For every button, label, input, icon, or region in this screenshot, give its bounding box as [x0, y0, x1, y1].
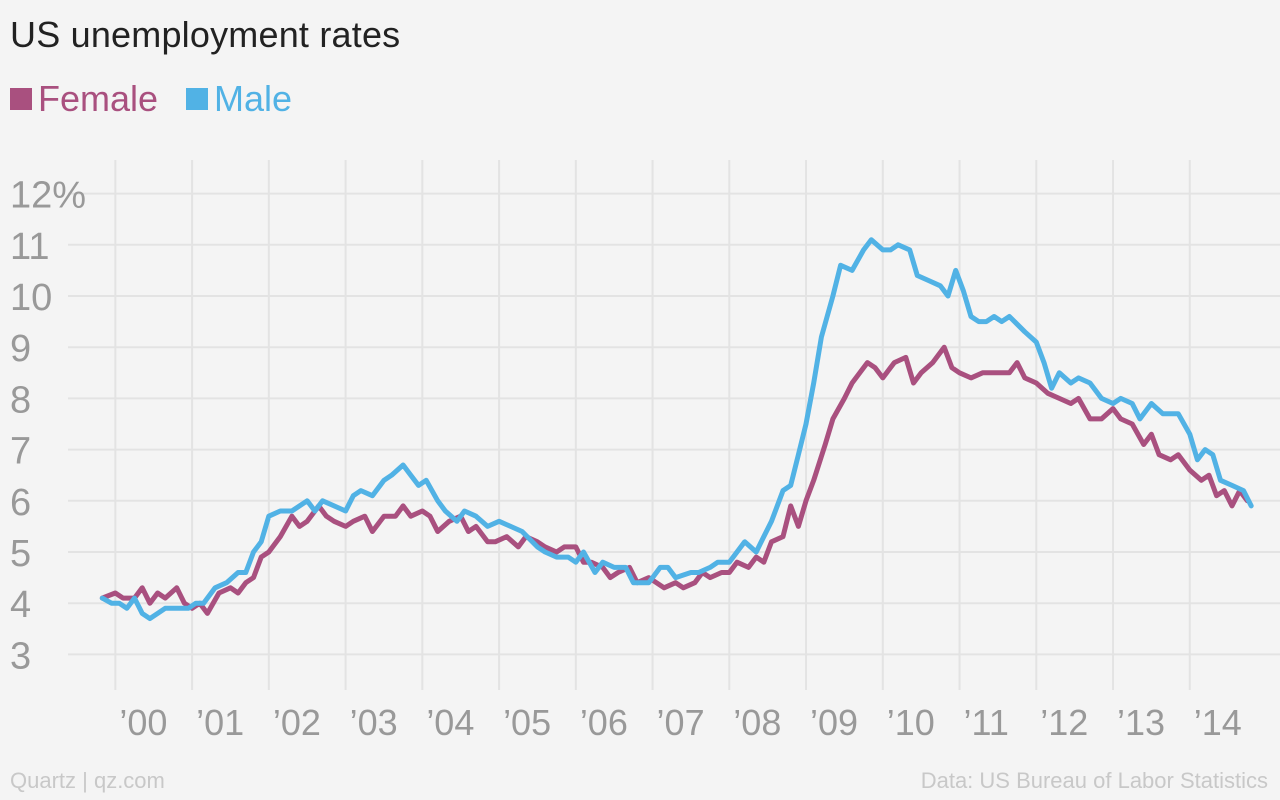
y-tick-label: 7	[10, 431, 31, 473]
y-tick-label: 5	[10, 533, 31, 575]
legend-label-male: Male	[214, 78, 293, 119]
x-tick-label: ’03	[350, 702, 398, 743]
series-line-male	[99, 237, 1254, 622]
x-tick-label: ’06	[580, 702, 628, 743]
legend-label-female: Female	[38, 78, 159, 119]
x-tick-label: ’08	[733, 702, 781, 743]
y-tick-label: 9	[10, 328, 31, 370]
x-tick-label: ’01	[196, 702, 244, 743]
data-source: Data: US Bureau of Labor Statistics	[920, 768, 1268, 793]
legend-swatch-male	[186, 88, 209, 110]
chart-title: US unemployment rates	[10, 14, 401, 55]
x-tick-label: ’12	[1040, 702, 1088, 743]
x-tick-label: ’02	[273, 702, 321, 743]
x-tick-label: ’00	[119, 702, 167, 743]
series-lines	[99, 237, 1254, 622]
y-axis-labels: 3 4 5 6 7 8 9 10 11 12%	[10, 175, 86, 678]
source-credit: Quartz | qz.com	[10, 768, 165, 793]
x-tick-label: ’07	[657, 702, 705, 743]
x-tick-label: ’14	[1194, 702, 1242, 743]
legend-item-male: Male	[186, 78, 292, 120]
vertical-gridlines	[114, 160, 1191, 690]
x-tick-label: ’10	[887, 702, 935, 743]
x-tick-label: ’13	[1117, 702, 1165, 743]
y-tick-label: 4	[10, 584, 31, 626]
y-tick-label: 10	[10, 277, 52, 319]
x-tick-label: ’04	[426, 702, 474, 743]
y-tick-label: 3	[10, 635, 31, 677]
legend-item-female: Female	[10, 78, 158, 120]
series-line-female	[99, 344, 1250, 616]
y-tick-label: 6	[10, 482, 31, 524]
legend: Female Male	[10, 78, 320, 120]
y-tick-label: 12%	[10, 175, 86, 217]
y-tick-label: 11	[10, 226, 49, 268]
x-tick-label: ’09	[810, 702, 858, 743]
x-axis-labels: ’00 ’01 ’02 ’03 ’04 ’05 ’06 ’07 ’08 ’09 ’10 ’11 ’12 ’…	[119, 702, 1241, 743]
x-tick-label: ’11	[964, 702, 1009, 743]
x-tick-label: ’05	[503, 702, 551, 743]
y-tick-label: 8	[10, 379, 31, 421]
legend-swatch-female	[10, 88, 32, 110]
